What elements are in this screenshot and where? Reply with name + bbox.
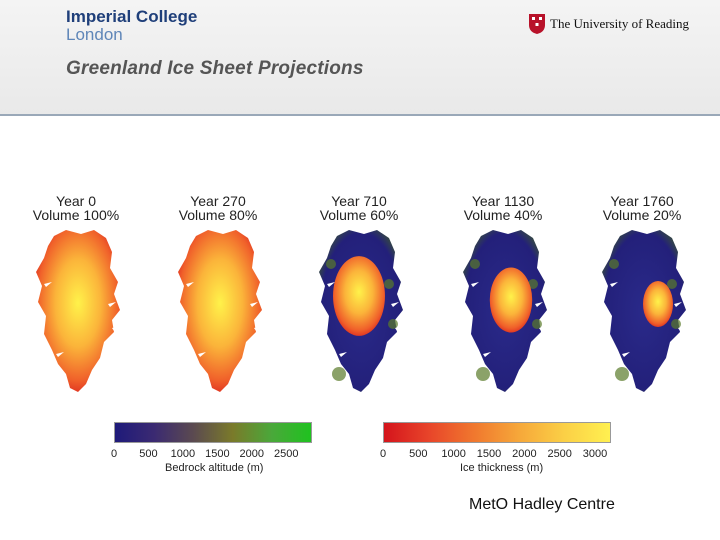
imperial-logo-line1: Imperial College [66,7,198,26]
colorbar-tick-label: 1000 [441,448,466,460]
colorbar-tick-label: 1000 [170,448,196,460]
fjord-notch [254,326,262,331]
fjord-notch [327,282,335,287]
fjord-notch [622,352,630,357]
projection-panel-5: Year 1760 Volume 20% [576,194,708,404]
fjord-notch [339,352,347,357]
bedrock-patch [667,279,677,289]
imperial-logo-line2: London [66,25,123,44]
projection-panel-4: Year 1130 Volume 40% [437,194,569,404]
fjord-notch [395,326,403,331]
reading-logo: The University of Reading [528,13,689,35]
remaining-ice-sheet [643,281,673,327]
bedrock-patch [332,367,346,381]
colorbar-tick-label: 500 [139,448,158,460]
projection-panel-2: Year 270 Volume 80% [152,194,284,404]
fjord-notch [674,302,682,307]
colorbar-tick-label: 3000 [582,448,608,460]
greenland-map-year-270 [178,230,262,392]
bedrock-patch [326,259,336,269]
bedrock-patch [615,367,629,381]
page-title: Greenland Ice Sheet Projections [66,58,364,79]
panel-volume-label: Volume 20% [602,207,682,223]
fjord-notch [535,302,543,307]
projection-panel-1: Year 0 Volume 100% [10,194,142,404]
colorbar-tick-label: 0 [110,448,118,460]
panel-year-label: Year 1130 [471,193,535,209]
bedrock-patch [476,367,490,381]
panel-volume-label: Volume 40% [463,207,543,223]
fjord-notch [678,326,686,331]
fjord-notch [108,302,116,307]
imperial-college-logo: Imperial College London [66,8,197,44]
fjord-notch [391,302,399,307]
reading-logo-text: The University of Reading [550,16,689,31]
greenland-landmass [178,230,262,392]
panel-year-label: Year 270 [190,193,246,209]
fjord-notch [56,352,64,357]
header-banner: Imperial College London The University o… [0,0,720,116]
fjord-notch [112,326,120,331]
remaining-ice-sheet [489,267,533,333]
fjord-notch [44,282,52,287]
bedrock-patch [671,319,681,329]
colorbar-tick-label: 2000 [512,448,537,460]
ice-thickness-colorbar [383,422,611,443]
colorbar-tick-label: 1500 [476,448,502,460]
credit-text: MetO Hadley Centre [469,496,615,513]
remaining-ice-sheet [333,256,385,336]
greenland-map-year-0 [36,230,120,392]
fjord-notch [250,302,258,307]
fjord-notch [186,282,194,287]
colorbar-tick-label: 0 [379,448,387,460]
fjord-notch [198,352,206,357]
panel-year-label: Year 0 [56,193,96,209]
ice-thickness-colorbar-label: Ice thickness (m) [460,462,544,474]
greenland-map-year-1760 [602,230,686,392]
fjord-notch [471,282,479,287]
colorbar-tick-label: 2500 [547,448,572,460]
panel-year-label: Year 710 [331,193,387,209]
reading-crest-icon [529,14,545,34]
colorbar-tick-label: 1500 [205,448,230,460]
bedrock-patch [388,319,398,329]
greenland-landmass [36,230,120,392]
panel-volume-label: Volume 80% [178,207,258,223]
colorbar-tick-label: 500 [409,448,428,460]
bedrock-colorbar [114,422,312,443]
fjord-notch [610,282,618,287]
panel-volume-label: Volume 100% [32,207,120,223]
bedrock-patch [384,279,394,289]
greenland-map-year-1130 [463,230,547,392]
projection-panel-3: Year 710 Volume 60% [293,194,425,404]
bedrock-patch [470,259,480,269]
panel-volume-label: Volume 60% [319,207,399,223]
colorbar-tick-label: 2500 [274,448,299,460]
panel-year-label: Year 1760 [610,193,674,209]
bedrock-colorbar-label: Bedrock altitude (m) [165,462,264,474]
bedrock-patch [609,259,619,269]
colorbar-tick-label: 2000 [239,448,265,460]
fjord-notch [539,326,547,331]
bedrock-patch [532,319,542,329]
fjord-notch [483,352,491,357]
greenland-map-year-710 [319,230,403,392]
bedrock-patch [528,279,538,289]
